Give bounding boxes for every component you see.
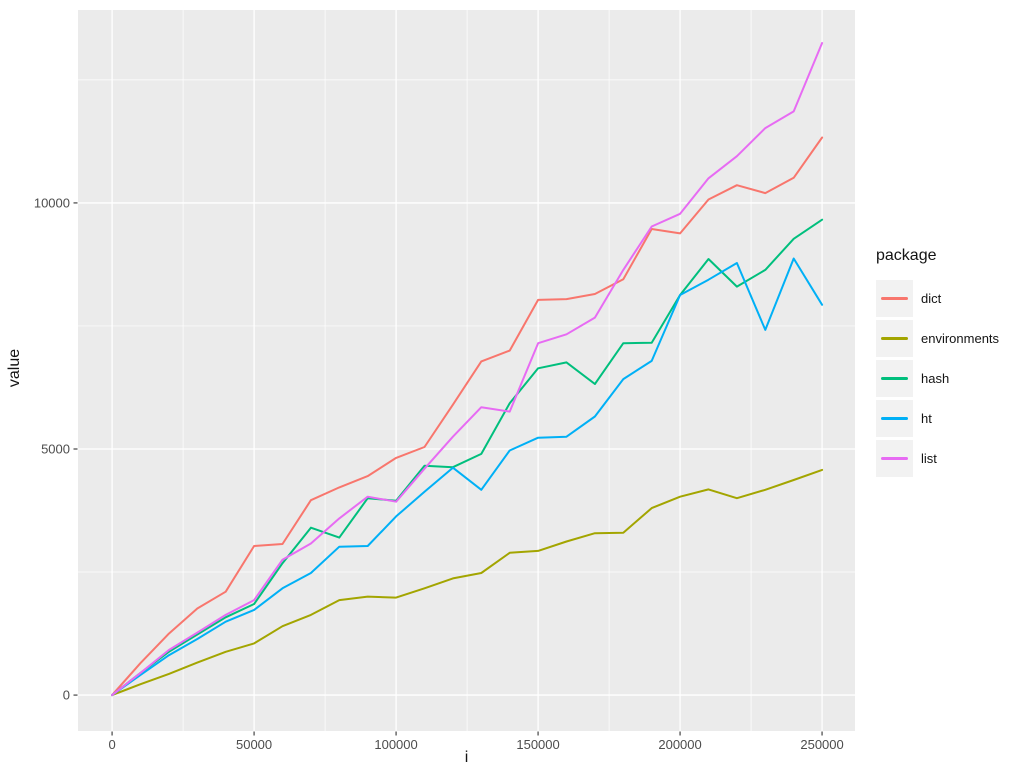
legend-key-line-icon	[881, 377, 908, 380]
legend-item-label: list	[921, 451, 937, 466]
legend-item-dict: dict	[876, 280, 999, 317]
legend-item-ht: ht	[876, 400, 999, 437]
y-axis-title: value	[6, 348, 23, 388]
y-tick-label-0: 0	[63, 688, 70, 703]
legend-key-list	[876, 440, 913, 477]
legend-key-ht	[876, 400, 913, 437]
legend-item-environments: environments	[876, 320, 999, 357]
legend-key-hash	[876, 360, 913, 397]
series-line-environments	[111, 468, 824, 697]
series-line-list	[111, 42, 824, 697]
x-axis-title: i	[464, 749, 469, 766]
legend-item-label: ht	[921, 411, 932, 426]
series-line-ht	[111, 257, 824, 697]
axis-tick-labels: 0 50000 100000 150000 200000 250000 0 5000 10000	[34, 195, 844, 752]
legend-key-line-icon	[881, 417, 908, 420]
legend-item-label: environments	[921, 331, 1000, 346]
x-tick-label-100000: 100000	[374, 737, 417, 752]
series-line-dict	[111, 136, 824, 697]
x-tick-label-50000: 50000	[236, 737, 272, 752]
legend-key-dict	[876, 280, 913, 317]
legend-key-line-icon	[881, 457, 908, 460]
legend-key-line-icon	[881, 297, 908, 300]
legend-items: dict environments hash ht list	[876, 280, 999, 477]
axis-tick-marks	[73, 202, 823, 736]
legend-key-environments	[876, 320, 913, 357]
legend-key-line-icon	[881, 337, 908, 340]
legend-item-hash: hash	[876, 360, 999, 397]
x-tick-label-250000: 250000	[800, 737, 843, 752]
y-tick-label-5000: 5000	[41, 441, 70, 456]
legend-title: package	[876, 247, 937, 264]
legend-item-label: hash	[921, 371, 950, 386]
x-tick-label-0: 0	[108, 737, 115, 752]
x-tick-label-200000: 200000	[658, 737, 701, 752]
panel-background	[78, 10, 855, 731]
legend: package dict environments hash ht list	[876, 247, 999, 480]
y-tick-label-10000: 10000	[34, 195, 70, 210]
x-tick-label-150000: 150000	[516, 737, 559, 752]
legend-item-list: list	[876, 440, 999, 477]
legend-item-label: dict	[921, 291, 942, 306]
series-line-hash	[111, 218, 824, 697]
grid-minor	[78, 10, 855, 731]
